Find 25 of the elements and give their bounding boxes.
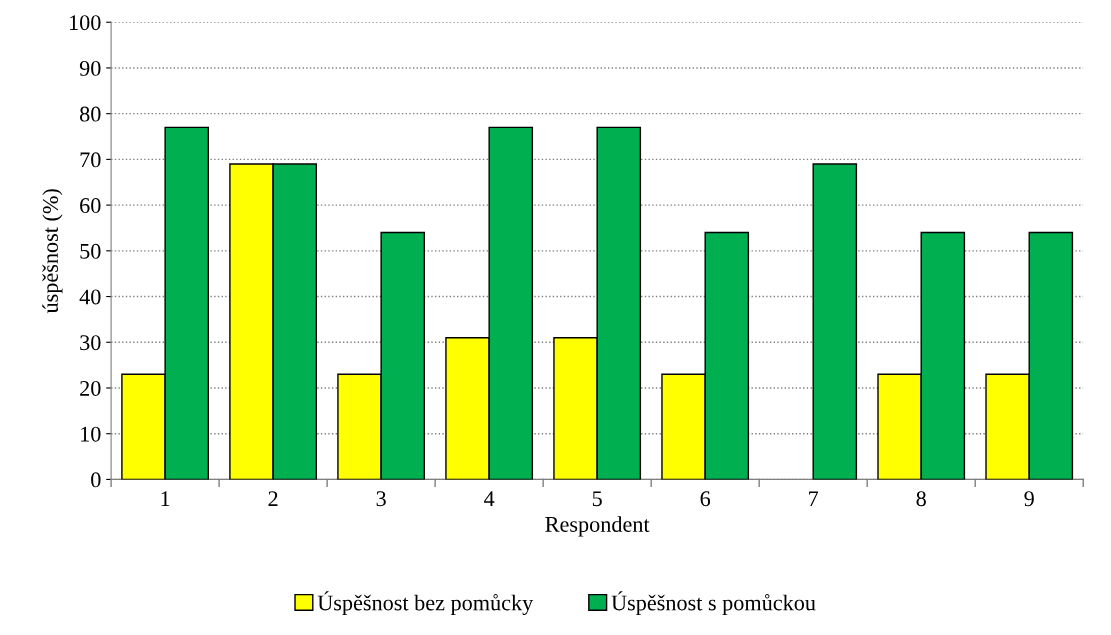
y-tick-label: 100 [70, 15, 101, 31]
y-tick-label: 0 [91, 472, 101, 488]
x-tick-label: 6 [700, 491, 711, 507]
y-tick-label: 30 [80, 335, 101, 351]
x-tick-label: 1 [161, 491, 170, 506]
y-tick-label: 60 [80, 198, 101, 214]
x-tick-label: 9 [1024, 491, 1034, 507]
legend-label: Úspěšnost s pomůckou [611, 591, 816, 615]
y-tick-label: 80 [80, 106, 101, 122]
y-tick-label: 20 [80, 380, 101, 396]
x-axis-title: Respondent [545, 516, 650, 537]
y-axis-title: úspěšnost (%) [42, 189, 63, 314]
x-tick-label: 2 [268, 491, 278, 506]
y-tick-label: 70 [80, 152, 101, 168]
x-tick-label: 8 [916, 491, 926, 507]
y-tick-label: 90 [79, 60, 101, 76]
y-tick-label: 50 [80, 243, 101, 259]
x-tick-label: 3 [376, 491, 386, 507]
x-tick-label: 4 [484, 491, 495, 506]
x-tick-label: 5 [592, 491, 602, 507]
y-tick-label: 10 [81, 426, 101, 442]
bar [812, 163, 858, 480]
x-tick-label: 7 [809, 491, 819, 506]
y-tick-label: 40 [79, 289, 101, 305]
legend-label: Úspěšnost bez pomůcky [317, 591, 534, 615]
